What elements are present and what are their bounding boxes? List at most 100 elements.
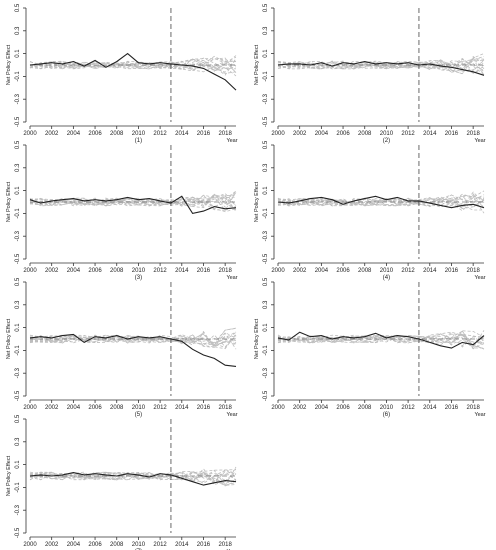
treated-series-line — [29, 195, 237, 215]
y-tick-label: 0.5 — [263, 3, 269, 12]
x-tick-label: 2016 — [197, 131, 211, 137]
x-tick-label: 2000 — [23, 405, 37, 411]
y-tick-label: 0.5 — [263, 277, 269, 286]
placebo-line — [277, 195, 485, 208]
x-tick-label: 2010 — [132, 131, 146, 137]
x-tick-label: 2012 — [153, 405, 167, 411]
y-tick-label: 0.5 — [15, 140, 21, 149]
panel-3: 0.5 0.3 0.1 -0.1 -0.3 -0.5 Net Policy Effect 20… — [6, 140, 238, 281]
placebo-line — [277, 195, 485, 208]
y-tick-label: 0.3 — [15, 163, 21, 172]
y-tick-label: 0.1 — [15, 49, 21, 58]
y-tick-label: 0.3 — [15, 437, 21, 446]
x-tick-label: 2006 — [336, 131, 350, 137]
x-tick-label: 2010 — [132, 268, 146, 274]
y-tick-label: -0.3 — [15, 504, 21, 515]
x-tick-label: 2014 — [423, 131, 437, 137]
placebo-line — [29, 471, 237, 483]
x-tick-label: 2004 — [315, 131, 329, 137]
y-tick-label: -0.1 — [15, 71, 21, 82]
x-tick-label: 2008 — [110, 542, 124, 548]
x-axis-label: Year — [226, 275, 237, 281]
y-tick-label: -0.5 — [263, 253, 269, 264]
x-tick-label: 2008 — [358, 268, 372, 274]
panel-label: (4) — [383, 275, 390, 281]
x-tick-label: 2010 — [132, 542, 146, 548]
y-tick-label: 0.5 — [15, 414, 21, 423]
x-axis-label: Year — [474, 275, 485, 281]
y-tick-label: -0.3 — [263, 230, 269, 241]
x-tick-label: 2012 — [153, 268, 167, 274]
x-tick-label: 2006 — [88, 268, 102, 274]
y-tick-label: -0.1 — [263, 208, 269, 219]
x-tick-label: 2008 — [358, 405, 372, 411]
panel-label: (3) — [135, 275, 142, 281]
x-tick-label: 2004 — [315, 405, 329, 411]
placebo-line — [29, 58, 237, 76]
y-tick-label: -0.1 — [263, 71, 269, 82]
placebo-line — [277, 194, 484, 211]
x-tick-label: 2010 — [380, 405, 394, 411]
y-tick-label: 0.3 — [15, 300, 21, 309]
placebo-line — [29, 57, 237, 70]
placebo-line — [29, 472, 237, 484]
x-tick-label: 2002 — [45, 268, 59, 274]
x-tick-label: 2014 — [423, 268, 437, 274]
y-tick-label: 0.3 — [263, 300, 269, 309]
placebo-line — [29, 328, 237, 345]
y-tick-label: 0.1 — [15, 323, 21, 332]
x-axis-label: Year — [474, 412, 485, 418]
treated-series-line — [277, 61, 485, 76]
panel-label: (5) — [135, 412, 142, 418]
x-tick-label: 2004 — [67, 405, 81, 411]
placebo-line — [277, 193, 485, 210]
y-tick-label: -0.3 — [15, 367, 21, 378]
x-tick-label: 2008 — [358, 131, 372, 137]
y-tick-label: -0.1 — [15, 345, 21, 356]
placebo-line — [29, 334, 237, 348]
x-tick-label: 2008 — [110, 268, 124, 274]
x-tick-label: 2016 — [445, 131, 459, 137]
panel-2: 0.5 0.3 0.1 -0.1 -0.3 -0.5 Net Policy Effect 20… — [254, 3, 486, 144]
y-tick-label: -0.5 — [15, 390, 21, 401]
treated-series-line — [277, 331, 485, 349]
x-axis-label: Year — [226, 138, 237, 144]
x-tick-label: 2000 — [271, 131, 285, 137]
placebo-line — [277, 197, 485, 207]
x-tick-label: 2000 — [23, 542, 37, 548]
x-tick-label: 2000 — [23, 268, 37, 274]
panel-label: (6) — [383, 412, 390, 418]
x-tick-label: 2002 — [293, 405, 307, 411]
y-tick-label: -0.3 — [15, 230, 21, 241]
y-axis-label: Net Policy Effect — [254, 318, 260, 359]
x-tick-label: 2006 — [88, 131, 102, 137]
y-tick-label: -0.3 — [263, 93, 269, 104]
placebo-line — [29, 327, 237, 346]
x-axis-label: Year — [226, 412, 237, 418]
x-tick-label: 2006 — [88, 542, 102, 548]
x-tick-label: 2004 — [67, 542, 81, 548]
y-tick-label: -0.1 — [15, 482, 21, 493]
placebo-line — [277, 330, 485, 349]
placebo-line — [29, 193, 237, 207]
x-tick-label: 2018 — [466, 268, 480, 274]
x-tick-label: 2016 — [197, 268, 211, 274]
x-tick-label: 2018 — [218, 131, 232, 137]
y-tick-label: 0.1 — [263, 186, 269, 195]
placebo-line — [29, 469, 237, 486]
y-axis-label: Net Policy Effect — [6, 44, 12, 85]
placebo-line — [29, 469, 237, 480]
y-tick-label: 0.5 — [15, 277, 21, 286]
x-tick-label: 2014 — [423, 405, 437, 411]
placebo-line — [277, 60, 485, 72]
x-tick-label: 2002 — [45, 405, 59, 411]
x-tick-label: 2008 — [110, 131, 124, 137]
placebo-line — [277, 334, 484, 349]
y-tick-label: -0.3 — [15, 93, 21, 104]
x-tick-label: 2006 — [336, 268, 350, 274]
placebo-line — [277, 196, 485, 214]
y-axis-label: Net Policy Effect — [6, 455, 12, 496]
placebo-line — [29, 331, 237, 343]
placebo-line — [29, 57, 237, 70]
